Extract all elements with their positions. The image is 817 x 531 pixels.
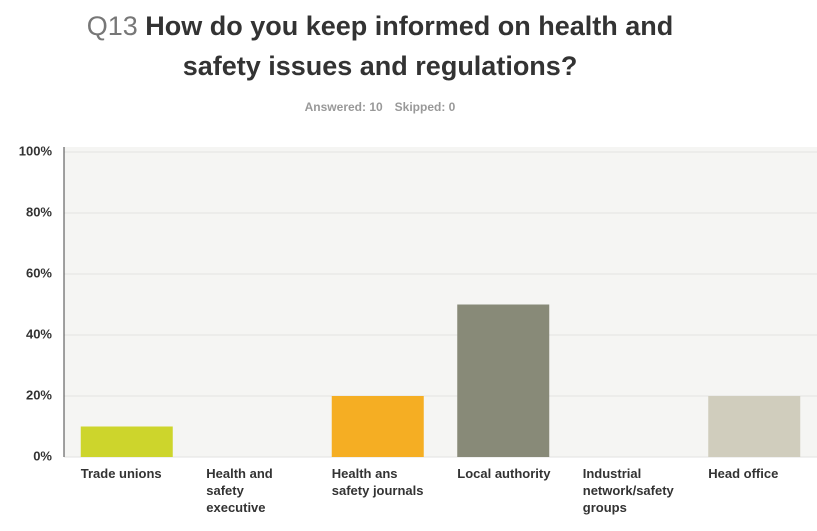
plot-background [64,147,817,457]
answered: Answered: 10 [304,100,383,114]
y-tick-label: 60% [26,265,52,280]
y-tick-label: 0% [33,448,52,463]
bar [331,396,424,457]
x-tick-label: Local authority [457,466,551,481]
x-tick-label: Head office [708,466,779,481]
response-summary: Answered: 10 Skipped: 0 [0,100,760,114]
x-tick-label: Health ans safety journals [331,466,424,498]
question-text: How do you keep informed on health and s… [145,11,674,81]
title: Q13 How do you keep informed on health a… [60,6,700,86]
x-tick-label: Industrial network/safety groups [582,466,674,515]
y-tick-label: 40% [26,326,52,341]
x-tick-label: Trade unions [80,466,162,481]
question-number: Q13 [86,11,138,41]
x-tick-label: Health and safety executive [206,466,273,515]
y-tick-label: 100% [19,143,53,158]
bar [708,396,801,457]
skipped: Skipped: 0 [394,100,456,114]
bar [457,304,550,457]
y-tick-label: 20% [26,387,52,402]
y-tick-label: 80% [26,204,52,219]
bar [80,426,173,457]
